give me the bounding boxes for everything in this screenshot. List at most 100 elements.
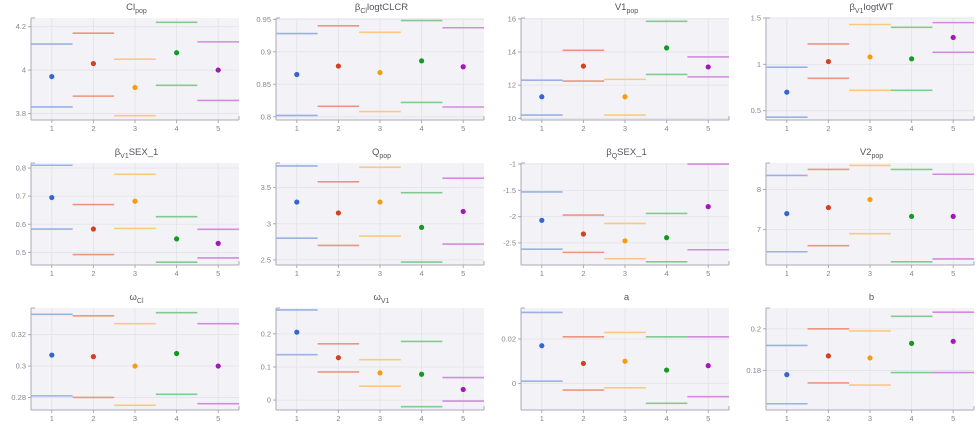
y-tick-label: 0.2 <box>261 329 271 338</box>
x-tick-label: 2 <box>336 269 340 278</box>
estimate-point-run-2 <box>335 63 341 69</box>
x-tick-label: 5 <box>706 124 710 133</box>
panel-title-segment: pop <box>871 152 884 160</box>
x-tick-label: 5 <box>216 124 220 133</box>
x-tick-label: 3 <box>868 269 872 278</box>
x-tick-label: 2 <box>336 124 340 133</box>
estimate-point-run-4 <box>909 340 915 346</box>
plot-Cl_pop: 3.8 4 4.2 1 2 3 4 5 <box>16 17 240 133</box>
x-tick-label: 4 <box>910 269 914 278</box>
x-tick-label: 1 <box>50 124 54 133</box>
estimate-point-run-4 <box>419 58 425 64</box>
x-tick-label: 1 <box>50 414 54 423</box>
estimate-point-run-1 <box>294 199 300 205</box>
panel-title-b: b <box>763 291 980 304</box>
estimate-point-run-2 <box>335 355 341 361</box>
estimate-point-run-1 <box>49 194 55 201</box>
y-tick-label: -2.5 <box>503 238 516 247</box>
estimate-point-run-5 <box>950 213 956 220</box>
estimate-point-run-5 <box>215 363 221 369</box>
estimate-point-run-4 <box>174 350 180 357</box>
panel-title-segment: pop <box>135 7 147 15</box>
x-tick-label: 1 <box>50 269 54 278</box>
x-tick-label: 3 <box>623 269 627 278</box>
estimate-point-run-2 <box>580 63 586 69</box>
x-tick-label: 2 <box>581 269 585 278</box>
x-tick-label: 4 <box>420 269 424 278</box>
panel-V1_pop: V1pop 10 12 14 16 1 2 3 4 5 <box>490 1 735 146</box>
panel-title-beta_Q_SEX_1: βQSEX_1 <box>518 146 735 160</box>
estimate-point-run-5 <box>460 208 466 215</box>
x-tick-label: 1 <box>540 124 544 133</box>
y-tick-label: -2 <box>509 212 516 221</box>
panel-title-V2_pop: V2pop <box>763 146 980 160</box>
x-tick-label: 4 <box>420 124 424 133</box>
plot-beta_V1_logtWT: 0.5 1 1.5 1 2 3 4 5 <box>751 14 975 133</box>
estimate-point-run-1 <box>784 89 790 95</box>
plot-omega_V1: 0 0.1 0.2 1 2 3 4 5 <box>261 307 485 423</box>
panel-title-segment: V1 <box>614 2 627 13</box>
y-tick-label: 0 <box>267 396 271 405</box>
x-tick-label: 5 <box>461 269 465 278</box>
y-tick-label: -1.5 <box>503 186 516 195</box>
estimate-point-run-3 <box>377 370 383 376</box>
estimate-point-run-4 <box>664 235 670 241</box>
x-tick-label: 2 <box>336 414 340 423</box>
x-tick-label: 1 <box>540 269 544 278</box>
panel-Q_pop: Qpop 2.5 3 3.5 1 2 3 4 5 <box>245 146 490 291</box>
x-tick-label: 1 <box>295 124 299 133</box>
estimate-point-run-3 <box>132 363 138 369</box>
estimate-point-run-1 <box>784 372 790 378</box>
x-tick-label: 4 <box>665 124 669 133</box>
estimate-point-run-2 <box>825 58 831 65</box>
y-tick-label: 0.95 <box>256 15 271 24</box>
estimate-point-run-2 <box>90 60 96 67</box>
panel-title-a: a <box>518 291 735 304</box>
x-tick-label: 5 <box>951 124 955 133</box>
panel-title-segment: Cl <box>126 2 136 13</box>
panel-omega_V1: ωV1 0 0.1 0.2 1 2 3 4 5 <box>245 291 490 436</box>
estimate-point-run-5 <box>705 204 711 210</box>
panel-title-omega_V1: ωV1 <box>273 291 490 305</box>
estimate-point-run-5 <box>460 64 466 70</box>
x-tick-label: 3 <box>378 414 382 423</box>
x-tick-label: 3 <box>133 124 137 133</box>
panel-beta_V1_SEX_1: βV1SEX_1 0.5 0.6 0.7 0.8 1 2 3 4 5 <box>0 146 245 291</box>
panel-title-segment: β <box>354 2 361 13</box>
x-tick-label: 5 <box>706 414 710 423</box>
panel-title-segment: V1 <box>854 7 864 15</box>
plot-beta_V1_SEX_1: 0.5 0.6 0.7 0.8 1 2 3 4 5 <box>16 162 240 278</box>
panel-title-segment: β <box>114 147 121 158</box>
y-tick-label: 3.8 <box>16 109 26 118</box>
panel-title-beta_Cl_logtCLCR: βCllogtCLCR <box>273 1 490 15</box>
estimate-point-run-3 <box>622 358 628 364</box>
panel-a: a 0 0.02 1 2 3 4 5 <box>490 291 735 436</box>
panel-V2_pop: V2pop 7 8 1 2 3 4 5 <box>735 146 980 291</box>
panel-title-segment: pop <box>626 7 639 15</box>
y-tick-label: 1.5 <box>751 14 761 23</box>
estimate-point-run-2 <box>825 353 831 359</box>
plot-beta_Cl_logtCLCR: 0.8 0.85 0.9 0.95 1 2 3 4 5 <box>256 15 485 133</box>
panel-title-segment: Q <box>611 152 618 160</box>
panel-title-segment: V2 <box>859 147 872 158</box>
panel-beta_Q_SEX_1: βQSEX_1 -1 -1.5 -2 -2.5 1 2 3 4 5 <box>490 146 735 291</box>
x-tick-label: 3 <box>378 124 382 133</box>
panel-Cl_pop: Clpop 3.8 4 4.2 1 2 3 4 5 <box>0 1 245 146</box>
y-tick-label: 16 <box>508 14 516 23</box>
y-tick-label: 4 <box>22 66 26 75</box>
x-tick-label: 2 <box>581 124 585 133</box>
panel-title-segment: V1 <box>380 297 390 305</box>
y-tick-label: 2.5 <box>261 255 271 264</box>
x-tick-label: 4 <box>665 414 669 423</box>
y-tick-label: 7 <box>757 225 761 234</box>
x-tick-label: 5 <box>461 124 465 133</box>
estimate-point-run-2 <box>90 354 96 360</box>
x-tick-label: 1 <box>295 269 299 278</box>
estimate-point-run-1 <box>49 352 55 358</box>
y-tick-label: 0.9 <box>261 47 271 56</box>
estimate-point-run-4 <box>174 236 180 242</box>
panel-title-omega_Cl: ωCl <box>28 291 245 305</box>
estimate-point-run-2 <box>580 360 586 367</box>
